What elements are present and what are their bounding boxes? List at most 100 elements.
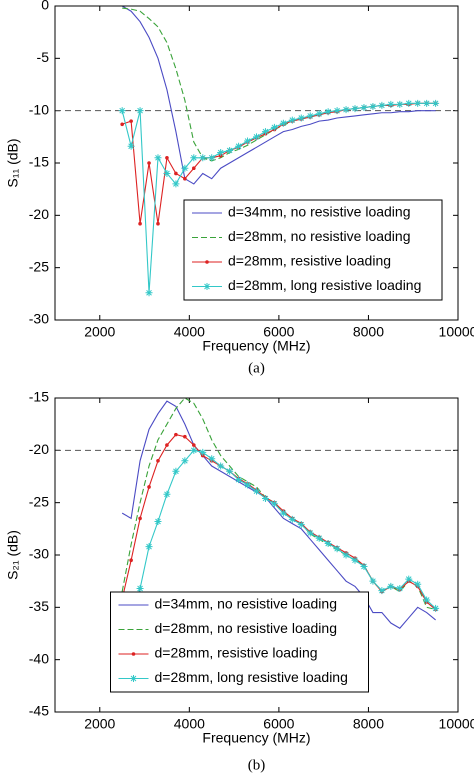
point [199, 154, 207, 162]
point [333, 545, 341, 553]
series-line [121, 449, 436, 662]
axes-frame [54, 397, 459, 713]
legend-label: d=28mm, no resistive loading [228, 228, 411, 244]
point [145, 543, 153, 551]
point [235, 476, 243, 484]
point [183, 176, 187, 181]
point [306, 529, 314, 537]
caption: (a) [248, 360, 265, 376]
point [192, 443, 196, 447]
point [217, 462, 225, 470]
point [378, 101, 386, 109]
point [156, 459, 160, 463]
point [190, 154, 198, 162]
x-tick-label: 6000 [263, 716, 294, 732]
point [154, 154, 162, 162]
y-tick-label: -15 [29, 389, 49, 405]
y-tick-label: -5 [37, 49, 50, 65]
point [253, 487, 260, 495]
point [351, 556, 359, 564]
point [138, 516, 142, 521]
legend-marker [205, 260, 209, 264]
x-tick-label: 2000 [84, 324, 115, 340]
point [351, 105, 359, 113]
point [174, 171, 178, 176]
legend-box [183, 199, 443, 301]
series-line [121, 5, 436, 185]
point [378, 587, 386, 595]
point [261, 494, 269, 502]
point [174, 432, 178, 437]
y-tick-label: -20 [29, 441, 49, 457]
y-tick-label: -30 [29, 311, 49, 327]
point [432, 604, 440, 612]
point [396, 100, 404, 108]
point [147, 485, 151, 489]
point [333, 107, 341, 115]
point [199, 448, 207, 456]
point [163, 169, 171, 177]
point [279, 119, 287, 127]
point [165, 155, 169, 160]
legend-label: d=28mm, no resistive loading [155, 620, 338, 636]
point [118, 107, 126, 115]
y-tick-label: -20 [29, 206, 49, 222]
point [190, 446, 198, 454]
point [324, 108, 332, 116]
x-tick-label: 8000 [353, 324, 384, 340]
point [208, 154, 216, 162]
point [244, 137, 252, 145]
y-tick-label: -25 [29, 258, 49, 274]
point [405, 575, 413, 583]
point [288, 515, 296, 523]
y-tick-label: -10 [29, 101, 49, 117]
legend-marker [131, 652, 136, 656]
point [279, 509, 287, 517]
point [414, 580, 422, 588]
point [163, 490, 171, 498]
y-tick-label: -40 [29, 650, 49, 666]
point [315, 110, 323, 118]
y-tick-label: -35 [29, 598, 49, 614]
point [387, 582, 395, 590]
x-axis-label: Frequency (MHz) [202, 338, 310, 354]
point [270, 500, 278, 508]
legend-label: d=34mm, no resistive loading [155, 596, 338, 612]
y-tick-label: -15 [29, 154, 49, 170]
point [396, 584, 404, 592]
y-tick-label: -45 [29, 703, 49, 719]
x-axis-label: Frequency (MHz) [202, 730, 310, 746]
point [145, 289, 153, 297]
point [156, 221, 160, 226]
x-tick-label: 4000 [174, 324, 205, 340]
point [324, 539, 332, 547]
x-tick-label: 4000 [174, 716, 205, 732]
legend-box [110, 591, 369, 693]
point [369, 102, 377, 110]
x-tick-label: 6000 [263, 324, 294, 340]
legend-marker [130, 675, 137, 682]
point [165, 443, 169, 447]
point [387, 100, 395, 108]
legend-label: d=28mm, long resistive loading [155, 669, 348, 685]
point [432, 99, 440, 107]
point [129, 119, 133, 123]
y-tick-label: 0 [41, 0, 49, 13]
caption: (b) [248, 757, 266, 773]
point [138, 221, 142, 226]
x-tick-label: 2000 [84, 716, 115, 732]
point [147, 161, 151, 165]
x-tick-label: 10000 [439, 716, 474, 732]
axes-frame [54, 5, 459, 321]
point [136, 107, 144, 115]
point [183, 434, 187, 439]
y-tick-label: -30 [29, 546, 49, 562]
point [315, 534, 323, 542]
point [244, 481, 252, 489]
legend-label: d=28mm, resistive loading [228, 253, 391, 269]
point [181, 164, 189, 172]
legend-marker [203, 283, 211, 290]
point [226, 146, 234, 154]
